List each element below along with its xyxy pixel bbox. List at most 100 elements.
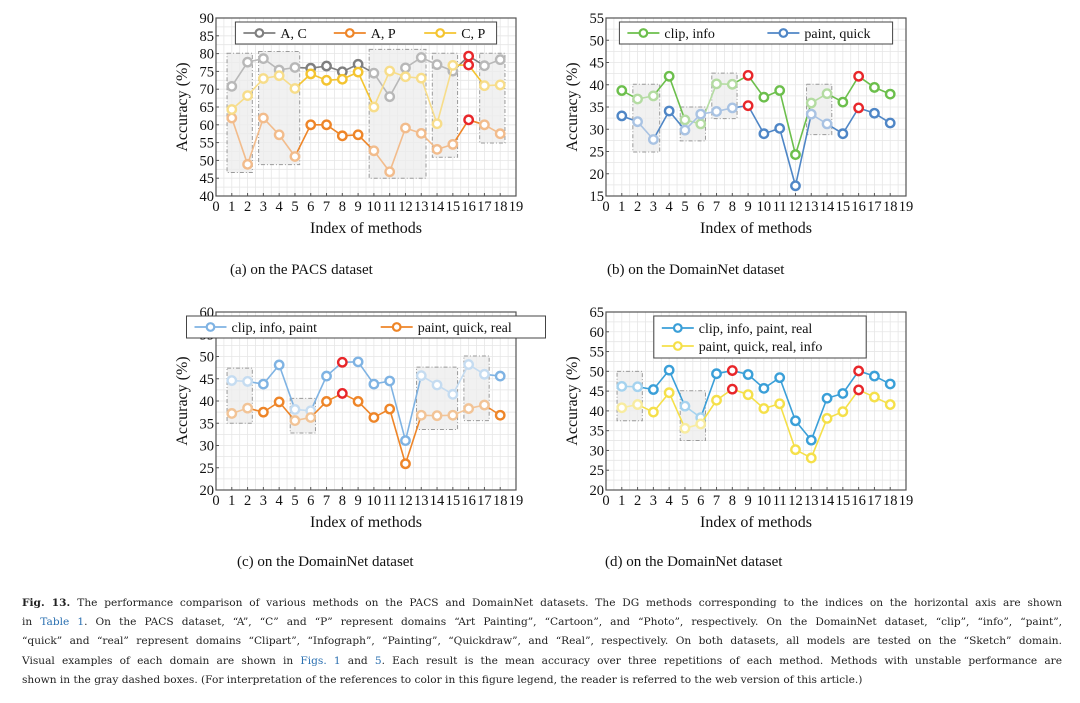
data-point [632, 399, 643, 410]
series-line-segment [388, 380, 407, 441]
legend-marker [344, 28, 355, 38]
data-point [431, 379, 443, 391]
data-point [400, 71, 411, 83]
legend-label: paint, quick, real, info [699, 340, 823, 355]
y-tick-label: 30 [200, 439, 215, 455]
x-tick-label: 15 [836, 199, 851, 215]
data-point [242, 376, 253, 387]
x-tick-label: 15 [446, 199, 461, 215]
y-tick-label: 85 [200, 29, 215, 45]
data-point [226, 80, 238, 92]
x-tick-label: 3 [650, 199, 657, 215]
x-tick-label: 8 [729, 199, 736, 215]
series-line-segment [388, 127, 407, 173]
x-tick-label: 5 [681, 493, 688, 509]
x-tick-label: 15 [446, 493, 461, 509]
y-tick-label: 30 [590, 122, 605, 138]
data-point [853, 102, 865, 114]
data-point [679, 400, 691, 412]
ticks: 0 1 2 3 4 5 6 7 8 9 10 11 12 13 14 15 16 17 18 194045505560… [200, 11, 524, 215]
legend-marker [672, 323, 683, 333]
x-tick-label: 7 [323, 199, 330, 215]
caption-text: . On the PACS dataset, “A”, “C” and “P” … [84, 616, 1062, 629]
x-tick-label: 19 [509, 199, 524, 215]
data-point [821, 118, 833, 130]
caption-line: shown in the gray dashed boxes. (For int… [22, 671, 1062, 690]
x-tick-label: 8 [729, 493, 736, 509]
x-tick-label: 3 [260, 199, 267, 215]
data-point [616, 402, 628, 414]
x-tick-label: 16 [461, 493, 476, 509]
data-point [774, 398, 786, 410]
chart-a: 0 1 2 3 4 5 6 7 8 9 10 11 12 13 14 15 16 17 18 194045505560… [174, 11, 524, 237]
data-point [447, 409, 459, 421]
series-line-segment [310, 375, 328, 412]
y-tick-label: 25 [590, 145, 605, 161]
subcaption-c: (c) on the DomainNet dataset [237, 554, 414, 570]
y-tick-label: 50 [200, 153, 215, 169]
data-point [273, 359, 285, 371]
data-point [257, 53, 269, 64]
x-tick-label: 5 [291, 493, 298, 509]
data-point [368, 145, 380, 157]
x-tick-label: 10 [367, 493, 382, 509]
data-point [479, 119, 490, 131]
reference-link[interactable]: Table 1 [40, 616, 85, 629]
data-point [695, 118, 707, 130]
x-tick-label: 5 [681, 199, 688, 215]
y-tick-label: 50 [590, 364, 605, 380]
series-line-segment [652, 110, 670, 140]
data-point [257, 406, 269, 418]
x-tick-label: 16 [851, 199, 866, 215]
data-point [447, 138, 459, 150]
series-clip-info-paint [226, 356, 506, 447]
data-point [679, 124, 691, 136]
data-point [884, 117, 896, 129]
data-point [774, 122, 786, 134]
caption-text: . Each result is the mean accuracy over … [381, 654, 1063, 667]
x-tick-label: 4 [276, 493, 284, 509]
data-point [616, 85, 628, 96]
x-tick-label: 1 [618, 493, 625, 509]
data-point [352, 66, 364, 78]
data-point [837, 406, 849, 418]
data-point [273, 129, 285, 141]
series-line-segment [668, 369, 686, 407]
x-tick-label: 18 [493, 199, 508, 215]
data-point [352, 396, 364, 407]
data-point [368, 101, 380, 113]
x-tick-label: 10 [367, 199, 382, 215]
x-tick-label: 19 [899, 493, 914, 509]
y-axis-label: Accuracy (%) [174, 62, 191, 151]
data-point [447, 59, 459, 71]
y-tick-label: 65 [200, 100, 215, 116]
y-tick-label: 40 [200, 189, 215, 205]
series-line-segment [778, 403, 797, 450]
data-point [289, 151, 301, 162]
data-point [289, 83, 301, 94]
data-point [431, 143, 443, 155]
legend-label: clip, info, paint [232, 321, 318, 336]
x-tick-label: 17 [867, 493, 882, 509]
x-tick-label: 18 [883, 199, 898, 215]
data-point [869, 370, 880, 382]
caption-line: Visual examples of each domain are shown… [22, 652, 1062, 671]
data-point [321, 396, 332, 407]
series-paint-quick [616, 100, 896, 192]
series-clip-info-paint-real [616, 364, 896, 446]
reference-link[interactable]: Figs. 1 [300, 654, 341, 667]
subcaption-b: (b) on the DomainNet dataset [607, 262, 785, 278]
data-point [774, 85, 786, 96]
x-tick-label: 19 [509, 493, 524, 509]
data-point [242, 402, 253, 414]
reference-link[interactable]: 5 [374, 654, 382, 667]
unstable-method-box [368, 48, 427, 179]
data-point [226, 112, 238, 124]
data-point [821, 88, 833, 100]
x-tick-label: 2 [244, 199, 251, 215]
x-tick-label: 9 [354, 493, 361, 509]
data-point [273, 396, 285, 408]
x-tick-label: 12 [788, 199, 803, 215]
legend-marker [205, 322, 216, 332]
data-point [726, 365, 738, 376]
